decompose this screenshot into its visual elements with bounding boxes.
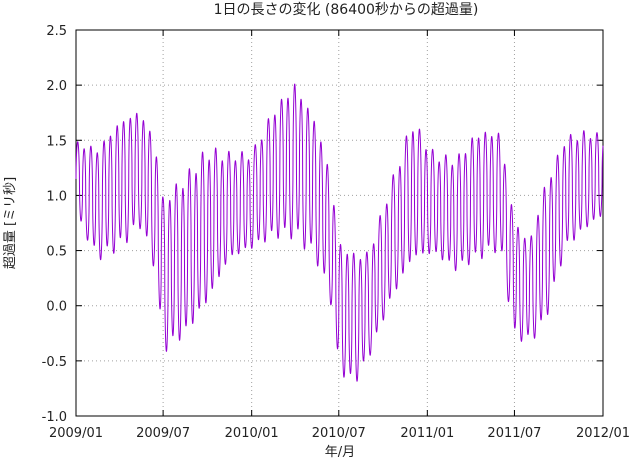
y-tick-label: 1.0 <box>46 189 67 204</box>
x-axis-label: 年/月 <box>325 445 355 460</box>
chart-title: 1日の長さの変化 (86400秒からの超過量) <box>214 1 479 18</box>
y-tick-label: 0.0 <box>46 300 67 315</box>
series-line <box>75 83 604 382</box>
x-tick-labels: 2009/01 2009/07 2010/01 2010/07 2011/01 2011/… <box>49 426 630 441</box>
plot-frame <box>75 29 604 417</box>
x-tick-label: 2009/07 <box>136 426 190 441</box>
y-tick-label: 2.0 <box>46 79 67 94</box>
y-tick-label: -1.0 <box>42 410 67 425</box>
y-tick-label: -0.5 <box>42 355 67 370</box>
x-tick-label: 2010/01 <box>225 426 279 441</box>
x-tick-label: 2012/01 <box>576 426 630 441</box>
x-tick-label: 2011/07 <box>487 426 541 441</box>
x-tick-label: 2011/01 <box>400 426 454 441</box>
tick-marks <box>75 29 604 417</box>
y-tick-label: 2.5 <box>46 24 67 39</box>
y-tick-labels: -1.0 -0.5 0.0 0.5 1.0 1.5 2.0 2.5 <box>42 24 67 425</box>
x-tick-label: 2010/07 <box>312 426 366 441</box>
y-axis-label: 超過量 [ミリ秒] <box>3 177 18 269</box>
x-tick-label: 2009/01 <box>49 426 103 441</box>
y-tick-label: 1.5 <box>46 134 67 149</box>
y-tick-label: 0.5 <box>46 245 67 260</box>
